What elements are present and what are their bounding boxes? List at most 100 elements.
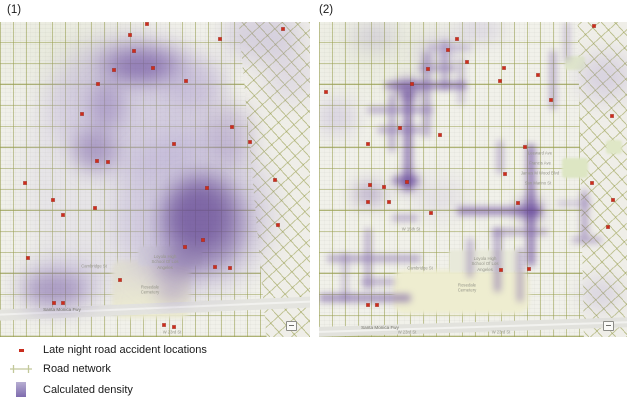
accident-point <box>410 82 414 86</box>
accident-point <box>382 185 386 189</box>
accident-point <box>162 323 166 327</box>
accident-point <box>405 180 409 184</box>
accident-point <box>172 142 176 146</box>
map-labels-layer: Loyola High School Of Los Angeles Rosedal… <box>0 22 310 337</box>
accident-point <box>455 37 459 41</box>
accident-point <box>230 125 234 129</box>
accident-points-layer <box>319 22 627 337</box>
accident-point <box>51 198 55 202</box>
legend-label: Road network <box>43 363 111 375</box>
accident-point <box>128 33 132 37</box>
accident-point <box>205 186 209 190</box>
map-text-label: Loyola High School Of Los Angeles <box>151 253 179 270</box>
legend-label: Calculated density <box>43 383 133 396</box>
accident-point <box>61 301 65 305</box>
accident-point <box>96 82 100 86</box>
density-layer <box>319 22 627 337</box>
accident-point <box>375 303 379 307</box>
base-patches-layer <box>319 22 627 337</box>
accident-point <box>536 73 540 77</box>
map-text-label: Santa Monica Fwy <box>43 307 81 313</box>
accident-point <box>590 181 594 185</box>
map-text-label: Cambridge St <box>81 263 107 269</box>
accident-point <box>23 181 27 185</box>
accident-point <box>61 213 65 217</box>
accident-point <box>218 37 222 41</box>
map-text-label: Loyola High School Of Los Angeles <box>471 255 499 272</box>
accident-point <box>366 303 370 307</box>
accident-point <box>276 223 280 227</box>
map-labels-layer: Leeward Ave Francis Ave James M Wood Blvd S… <box>319 22 627 337</box>
density-gradient-icon <box>8 382 34 397</box>
accident-points-layer <box>0 22 310 337</box>
accident-point <box>398 126 402 130</box>
accident-point <box>151 66 155 70</box>
accident-point <box>610 114 614 118</box>
accident-point <box>248 140 252 144</box>
accident-point <box>273 178 277 182</box>
density-layer <box>0 22 310 337</box>
accident-point <box>95 159 99 163</box>
legend-item-accidents: Late night road accident locations <box>8 343 207 357</box>
map-text-label: W 23rd St <box>491 329 511 335</box>
accident-point <box>387 200 391 204</box>
accident-point <box>499 268 503 272</box>
accident-point <box>502 66 506 70</box>
legend-item-density: Calculated density <box>8 381 207 398</box>
legend-item-road-network: Road network <box>8 362 207 376</box>
map-text-label: Santa Monica Fwy <box>361 325 399 331</box>
accident-point <box>366 142 370 146</box>
accident-point <box>429 211 433 215</box>
accident-point <box>118 278 122 282</box>
map-panel-network-density[interactable]: Leeward Ave Francis Ave James M Wood Blvd S… <box>319 22 627 337</box>
accident-point <box>112 68 116 72</box>
accident-point <box>324 90 328 94</box>
accident-point <box>106 160 110 164</box>
map-panel-kernel-density[interactable]: Loyola High School Of Los Angeles Rosedal… <box>0 22 310 337</box>
panel-1-label: (1) <box>7 4 22 16</box>
legend-label: Late night road accident locations <box>43 344 207 356</box>
collapse-widget-icon[interactable] <box>603 321 614 331</box>
accident-point <box>527 267 531 271</box>
accident-point <box>145 22 149 26</box>
accident-point <box>228 266 232 270</box>
map-text-label: Rosedale Cemetery <box>140 284 160 295</box>
map-text-label: Rosedale Cemetery <box>457 282 477 293</box>
accident-point <box>446 48 450 52</box>
accident-point <box>172 325 176 329</box>
accident-point <box>426 67 430 71</box>
legend: Late night road accident locations Road … <box>8 343 207 403</box>
accident-point <box>26 256 30 260</box>
map-text-label: San Marino St <box>524 180 552 186</box>
accident-point <box>516 201 520 205</box>
panel-2-label: (2) <box>319 4 334 16</box>
map-text-label: W 23rd St <box>397 329 417 335</box>
accident-point <box>184 79 188 83</box>
accident-point <box>201 238 205 242</box>
accident-point <box>281 27 285 31</box>
accident-point <box>592 24 596 28</box>
accident-point <box>213 265 217 269</box>
accident-point <box>80 112 84 116</box>
map-text-label: James M Wood Blvd <box>520 170 560 176</box>
accident-point <box>503 172 507 176</box>
accident-point <box>523 145 527 149</box>
accident-point <box>549 98 553 102</box>
accident-point <box>368 183 372 187</box>
collapse-widget-icon[interactable] <box>286 321 297 331</box>
map-text-label: Cambridge St <box>407 265 433 271</box>
accident-point <box>132 49 136 53</box>
map-text-label: Leeward Ave <box>527 150 553 156</box>
accident-point <box>366 200 370 204</box>
accident-point <box>438 133 442 137</box>
map-text-label: Francis Ave <box>529 160 551 166</box>
accident-point-icon <box>8 348 34 352</box>
map-text-label: W 15th St <box>401 226 421 232</box>
accident-point <box>183 245 187 249</box>
road-network-diagonal-grid <box>577 22 627 337</box>
road-line-icon <box>8 364 34 374</box>
accident-point <box>611 198 615 202</box>
accident-point <box>465 60 469 64</box>
accident-point <box>606 225 610 229</box>
